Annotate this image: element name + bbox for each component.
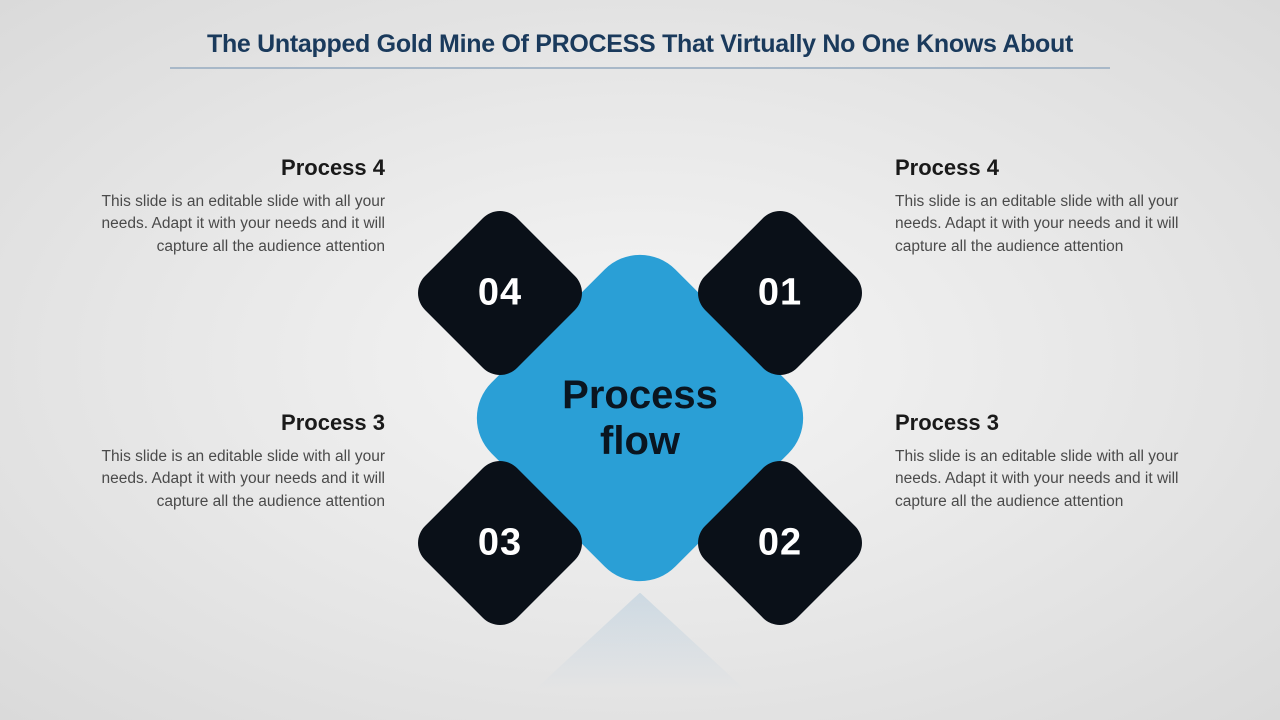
- block-desc-bl: This slide is an editable slide with all…: [55, 446, 385, 513]
- slide-header: The Untapped Gold Mine Of PROCESS That V…: [0, 0, 1280, 81]
- node-01-number: 01: [758, 271, 802, 314]
- block-title-tr: Process 4: [895, 155, 1225, 181]
- node-03-number: 03: [478, 521, 522, 564]
- center-label-line1: Process: [562, 373, 718, 417]
- text-block-top-right: Process 4 This slide is an editable slid…: [895, 155, 1225, 258]
- node-02-number: 02: [758, 521, 802, 564]
- block-title-tl: Process 4: [55, 155, 385, 181]
- process-flow-diagram: Process flow 04 01 03 02: [440, 218, 840, 618]
- slide-title: The Untapped Gold Mine Of PROCESS That V…: [207, 30, 1073, 59]
- text-block-top-left: Process 4 This slide is an editable slid…: [55, 155, 385, 258]
- block-desc-br: This slide is an editable slide with all…: [895, 446, 1225, 513]
- text-block-bottom-left: Process 3 This slide is an editable slid…: [55, 410, 385, 513]
- text-block-bottom-right: Process 3 This slide is an editable slid…: [895, 410, 1225, 513]
- reflection-shadow: [510, 593, 770, 713]
- block-desc-tr: This slide is an editable slide with all…: [895, 191, 1225, 258]
- center-label: Process flow: [562, 372, 718, 464]
- node-04-number: 04: [478, 271, 522, 314]
- block-title-br: Process 3: [895, 410, 1225, 436]
- center-label-line2: flow: [600, 419, 680, 463]
- block-desc-tl: This slide is an editable slide with all…: [55, 191, 385, 258]
- title-underline: [170, 67, 1110, 69]
- block-title-bl: Process 3: [55, 410, 385, 436]
